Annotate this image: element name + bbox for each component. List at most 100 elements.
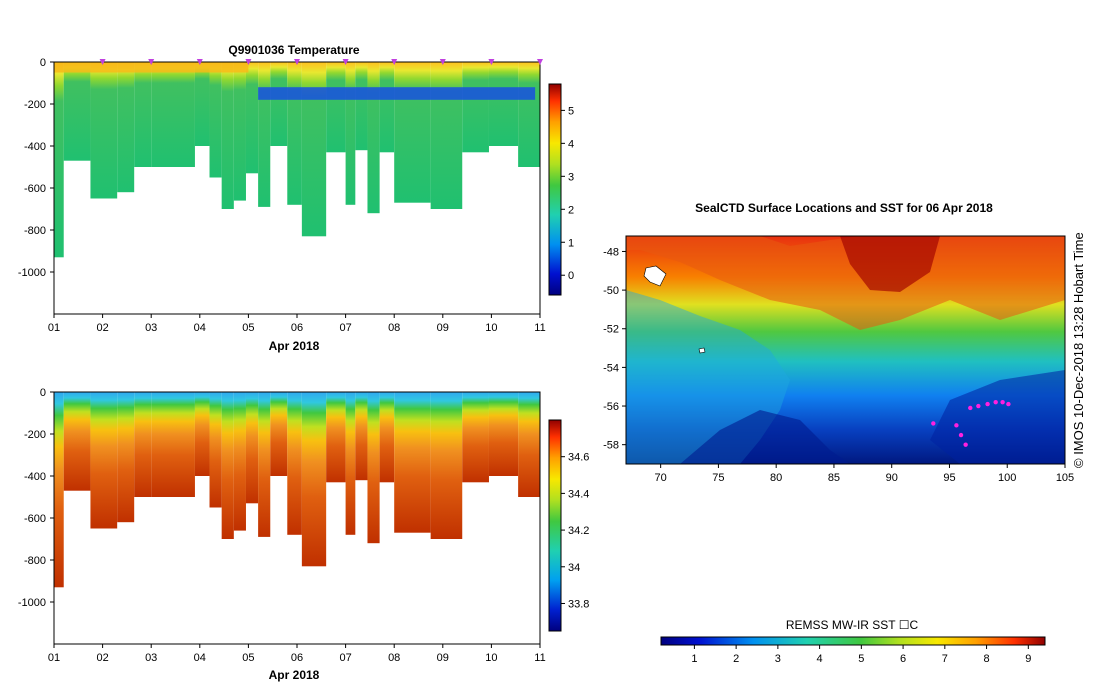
track-point xyxy=(968,405,973,411)
x-tick-label: 03 xyxy=(145,652,157,664)
map-title: SealCTD Surface Locations and SST for 06… xyxy=(695,201,993,215)
profile-marker xyxy=(537,59,543,65)
colorbar-tick-label: 34.2 xyxy=(568,525,589,537)
profile-bar-6 xyxy=(175,392,195,497)
profile-bar-9 xyxy=(221,62,234,209)
x-tick-label: 07 xyxy=(339,322,351,334)
profile-bar-16 xyxy=(326,392,346,483)
colorbar-tick-label: 2 xyxy=(568,204,574,216)
profile-bar-1 xyxy=(63,62,91,161)
profile-bar-25 xyxy=(518,62,540,167)
profile-bar-19 xyxy=(367,392,380,544)
profile-bar-4 xyxy=(134,392,152,497)
profile-bar-7 xyxy=(194,62,210,146)
profile-marker xyxy=(196,59,203,65)
lat-tick-label: -56 xyxy=(603,401,619,413)
profile-marker xyxy=(245,59,252,65)
sst-cold-region xyxy=(680,410,850,464)
profile-bar-12 xyxy=(258,62,271,207)
lon-tick-label: 85 xyxy=(828,472,840,484)
temperature-x-axis: 01 02 03 04 05 06 07 08 09 10 11 xyxy=(48,314,546,334)
heard-island xyxy=(698,347,706,354)
colorbar-tick-label: 5 xyxy=(568,105,574,117)
y-tick-label: -800 xyxy=(24,555,46,567)
temperature-colorbar-ticks: 0 1 2 3 4 5 xyxy=(561,105,574,282)
profile-marker xyxy=(439,59,446,65)
sst-colorbar-tick-label: 3 xyxy=(775,653,781,665)
temperature-x-label: Apr 2018 xyxy=(269,339,320,353)
lat-tick-label: -54 xyxy=(603,362,619,374)
salinity-y-axis: 0 -200 -400 -600 -800 -1000 xyxy=(18,387,54,609)
profile-bar-3 xyxy=(117,62,135,193)
credit-text: © IMOS 10-Dec-2018 13:28 Hobart Time xyxy=(1071,232,1086,468)
x-tick-label: 03 xyxy=(145,322,157,334)
profile-marker xyxy=(294,59,300,65)
lat-tick-label: -48 xyxy=(603,246,619,258)
lon-tick-label: 95 xyxy=(943,472,955,484)
profile-bar-22 xyxy=(430,392,463,539)
colorbar-tick-label: 1 xyxy=(568,237,574,249)
y-tick-label: -600 xyxy=(24,183,46,195)
profile-bar-21 xyxy=(394,392,431,533)
warm-surface-layer xyxy=(54,62,249,73)
profile-bar-1 xyxy=(63,392,91,491)
profile-bar-5 xyxy=(151,62,176,167)
sst-colorbar-tick-label: 4 xyxy=(817,653,823,665)
profile-bar-17 xyxy=(345,392,356,535)
profile-bar-5 xyxy=(151,392,176,497)
sst-cold-region-east xyxy=(930,370,1065,464)
salinity-colorbar xyxy=(548,419,562,632)
profile-marker xyxy=(99,59,106,65)
profile-bar-23 xyxy=(462,62,489,153)
sst-colorbar-tick-label: 6 xyxy=(900,653,906,665)
x-tick-label: 06 xyxy=(291,322,303,334)
profile-bar-12 xyxy=(258,392,271,537)
x-tick-label: 05 xyxy=(242,652,254,664)
profile-bar-22 xyxy=(430,62,463,209)
y-tick-label: -400 xyxy=(24,471,46,483)
map-longitude-axis: 70 75 80 85 90 95 100 105 xyxy=(655,464,1074,484)
x-tick-label: 06 xyxy=(291,652,303,664)
colorbar-tick-label: 0 xyxy=(568,270,574,282)
profile-bar-10 xyxy=(233,392,246,531)
profile-marker xyxy=(391,59,398,65)
x-tick-label: 04 xyxy=(194,322,206,334)
profile-bar-2 xyxy=(90,392,118,529)
x-tick-label: 01 xyxy=(48,322,60,334)
sst-colorbar-tick-label: 1 xyxy=(691,653,697,665)
profile-bar-24 xyxy=(488,392,519,476)
profile-markers xyxy=(99,59,543,65)
lon-tick-label: 70 xyxy=(655,472,667,484)
x-tick-label: 05 xyxy=(242,322,254,334)
sst-colorbar-tick-label: 5 xyxy=(858,653,864,665)
track-point xyxy=(976,403,981,409)
track-point xyxy=(993,399,998,405)
profile-bar-13 xyxy=(270,62,288,146)
kerguelen-island xyxy=(643,265,667,287)
temperature-section-plot: Q9901036 Temperature 0 -200 -400 -600 -800 -1… xyxy=(18,43,574,353)
lat-tick-label: -50 xyxy=(603,285,619,297)
profile-bar-14 xyxy=(287,392,302,535)
profile-bar-16 xyxy=(326,62,346,153)
temperature-title: Q9901036 Temperature xyxy=(228,43,360,57)
profile-bar-9 xyxy=(221,392,234,539)
y-tick-label: -200 xyxy=(24,429,46,441)
profile-bar-3 xyxy=(117,392,135,523)
profile-bar-18 xyxy=(355,62,368,151)
track-point xyxy=(963,442,968,447)
sst-warm-region xyxy=(626,236,1065,330)
lon-tick-label: 90 xyxy=(886,472,898,484)
x-tick-label: 09 xyxy=(437,652,449,664)
salinity-colorbar-ticks: 33.8 34 34.2 34.4 34.6 xyxy=(561,452,589,610)
colorbar-tick-label: 34.4 xyxy=(568,488,589,500)
x-tick-label: 11 xyxy=(534,322,545,334)
cold-layer-band xyxy=(258,87,536,100)
salinity-section-plot: 0-200-400-600-800-1000 01 02 03 04 05 06 07 08 0… xyxy=(18,387,590,682)
x-tick-label: 10 xyxy=(485,322,497,334)
profile-marker xyxy=(488,59,495,65)
lon-tick-label: 80 xyxy=(770,472,782,484)
y-tick-label: -600 xyxy=(24,513,46,525)
x-tick-label: 08 xyxy=(388,652,400,664)
sst-colorbar-ticks: 1 2 3 4 5 6 7 8 9 xyxy=(691,645,1031,665)
